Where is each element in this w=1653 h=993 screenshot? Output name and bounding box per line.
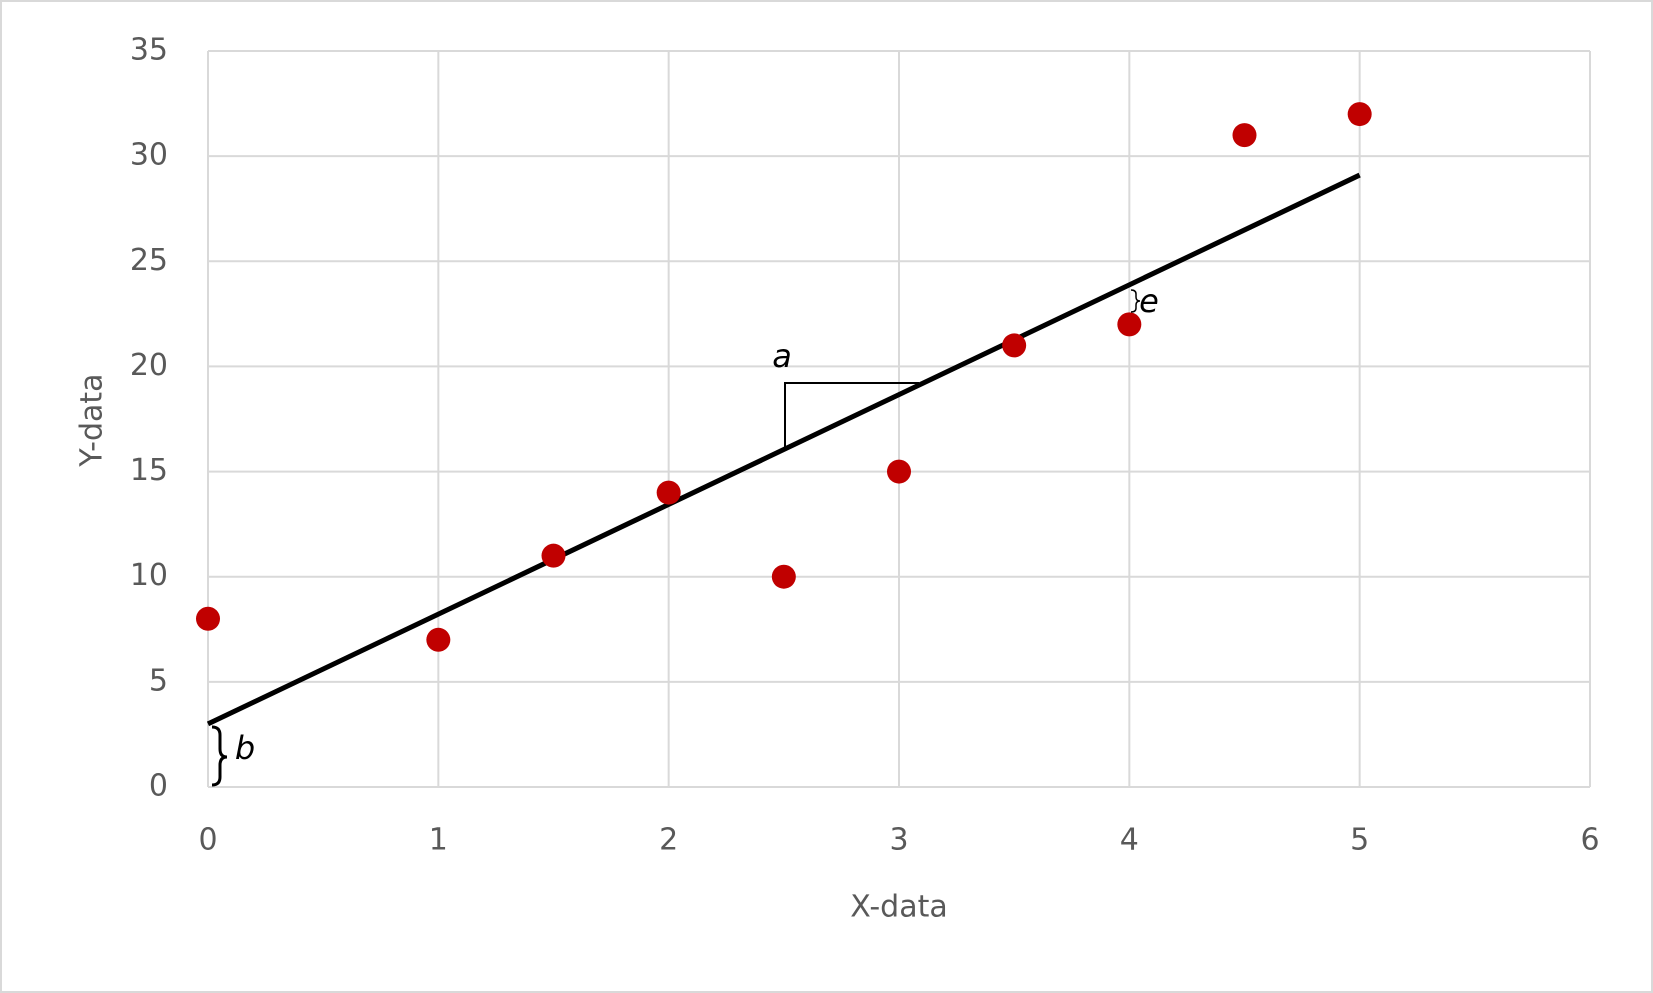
trendline xyxy=(206,172,1361,727)
point xyxy=(887,459,911,484)
point xyxy=(1117,312,1142,337)
point xyxy=(196,606,220,631)
y-tick-label: 10 xyxy=(130,558,168,593)
annotation: a xyxy=(772,337,792,375)
annotation: e xyxy=(1139,282,1159,320)
y-tick-label: 15 xyxy=(130,453,168,488)
y-axis-title: Y-data xyxy=(75,373,110,467)
x-axis-title: X-data xyxy=(850,890,947,925)
point xyxy=(1232,123,1257,148)
intercept-brace xyxy=(211,725,228,787)
point xyxy=(656,480,681,505)
grid: 0 5 10 15 20 25 30 35 0 1 2 3 4 5 6 xyxy=(130,33,1600,858)
y-tick-label: 0 xyxy=(149,769,168,804)
y-tick-label: 5 xyxy=(149,663,168,698)
y-tick-label: 20 xyxy=(130,348,168,383)
y-tick-label: 30 xyxy=(130,138,168,173)
point xyxy=(771,564,796,589)
x-tick-label: 2 xyxy=(659,823,678,858)
x-tick-label: 6 xyxy=(1580,823,1599,858)
y-tick-label: 35 xyxy=(130,33,168,68)
x-tick-label: 4 xyxy=(1120,823,1139,858)
x-tick-label: 3 xyxy=(889,823,908,858)
x-tick-label: 0 xyxy=(198,823,217,858)
point xyxy=(1002,333,1027,358)
slope-triangle xyxy=(784,382,919,448)
point xyxy=(541,543,566,568)
point xyxy=(426,627,451,652)
plot xyxy=(196,102,1372,727)
annotation: b xyxy=(235,729,255,767)
point xyxy=(1347,102,1372,127)
error-brace xyxy=(1130,289,1141,313)
x-tick-label: 1 xyxy=(429,823,448,858)
x-tick-label: 5 xyxy=(1350,823,1369,858)
y-tick-label: 25 xyxy=(130,243,168,278)
